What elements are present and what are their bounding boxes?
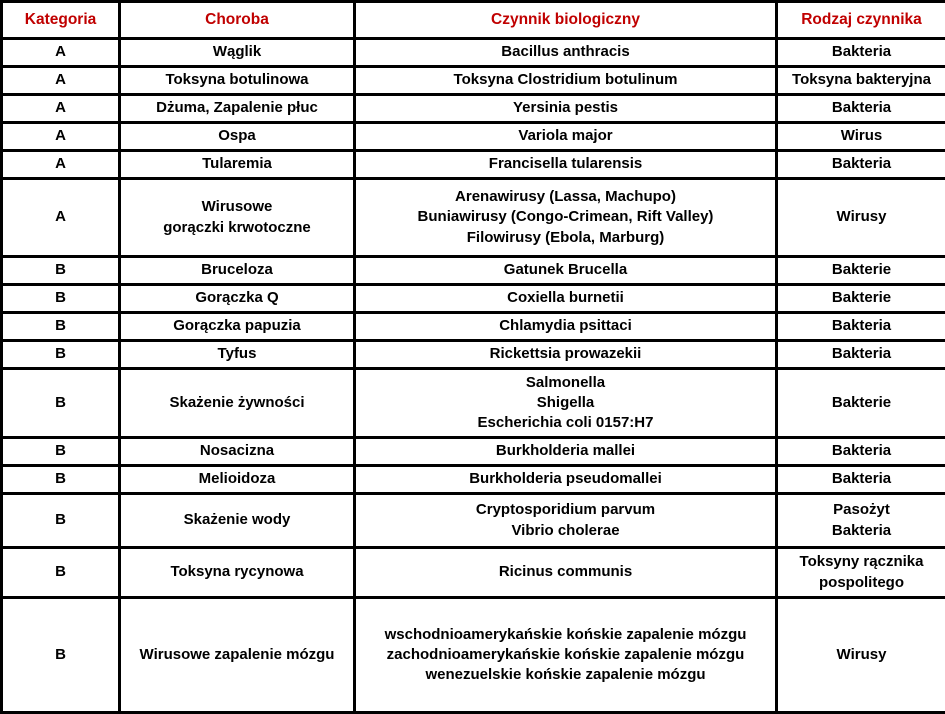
cell-kategoria: B: [2, 341, 120, 369]
cell-czynnik-biologiczny: Arenawirusy (Lassa, Machupo) Buniawirusy…: [355, 179, 777, 257]
cell-kategoria: B: [2, 257, 120, 285]
cell-czynnik-biologiczny: Salmonella Shigella Escherichia coli 015…: [355, 369, 777, 438]
table-row: B Gorączka Q Coxiella burnetii Bakterie: [2, 285, 945, 313]
cell-kategoria: A: [2, 123, 120, 151]
cell-kategoria: A: [2, 151, 120, 179]
cell-kategoria: B: [2, 313, 120, 341]
cell-choroba: Toksyna rycynowa: [120, 548, 355, 598]
cell-czynnik-biologiczny: wschodnioamerykańskie końskie zapalenie …: [355, 598, 777, 713]
cell-kategoria: B: [2, 438, 120, 466]
cell-rodzaj-czynnika: Bakteria: [777, 313, 945, 341]
cell-kategoria: B: [2, 466, 120, 494]
cell-choroba: Skażenie żywności: [120, 369, 355, 438]
cell-choroba: Nosacizna: [120, 438, 355, 466]
cell-kategoria: A: [2, 39, 120, 67]
cell-choroba: Wirusowe zapalenie mózgu: [120, 598, 355, 713]
cell-kategoria: B: [2, 548, 120, 598]
cell-czynnik-biologiczny: Chlamydia psittaci: [355, 313, 777, 341]
cell-kategoria: B: [2, 494, 120, 548]
cell-choroba: Bruceloza: [120, 257, 355, 285]
table-row: B Tyfus Rickettsia prowazekii Bakteria: [2, 341, 945, 369]
cell-choroba: Skażenie wody: [120, 494, 355, 548]
cell-czynnik-biologiczny: Toksyna Clostridium botulinum: [355, 67, 777, 95]
table-row: B Bruceloza Gatunek Brucella Bakterie: [2, 257, 945, 285]
table-row: B Nosacizna Burkholderia mallei Bakteria: [2, 438, 945, 466]
cell-rodzaj-czynnika: Bakterie: [777, 369, 945, 438]
cell-choroba: Ospa: [120, 123, 355, 151]
cell-kategoria: A: [2, 95, 120, 123]
table-row: A Toksyna botulinowa Toksyna Clostridium…: [2, 67, 945, 95]
table-row: B Skażenie żywności Salmonella Shigella …: [2, 369, 945, 438]
cell-rodzaj-czynnika: Bakteria: [777, 39, 945, 67]
table-row: B Melioidoza Burkholderia pseudomallei B…: [2, 466, 945, 494]
table-row: B Skażenie wody Cryptosporidium parvum V…: [2, 494, 945, 548]
cell-czynnik-biologiczny: Variola major: [355, 123, 777, 151]
cell-rodzaj-czynnika: Bakterie: [777, 285, 945, 313]
cell-czynnik-biologiczny: Cryptosporidium parvum Vibrio cholerae: [355, 494, 777, 548]
cell-rodzaj-czynnika: Wirus: [777, 123, 945, 151]
cell-choroba: Wąglik: [120, 39, 355, 67]
table-row: A Ospa Variola major Wirus: [2, 123, 945, 151]
cell-czynnik-biologiczny: Ricinus communis: [355, 548, 777, 598]
table-row: B Gorączka papuzia Chlamydia psittaci Ba…: [2, 313, 945, 341]
cell-czynnik-biologiczny: Burkholderia pseudomallei: [355, 466, 777, 494]
cell-choroba: Wirusowe gorączki krwotoczne: [120, 179, 355, 257]
cell-kategoria: B: [2, 285, 120, 313]
column-header-choroba: Choroba: [120, 2, 355, 39]
cell-czynnik-biologiczny: Burkholderia mallei: [355, 438, 777, 466]
cell-choroba: Tyfus: [120, 341, 355, 369]
cell-rodzaj-czynnika: Bakteria: [777, 341, 945, 369]
column-header-rodzaj-czynnika: Rodzaj czynnika: [777, 2, 945, 39]
cell-kategoria: A: [2, 179, 120, 257]
cell-rodzaj-czynnika: Bakteria: [777, 438, 945, 466]
cell-rodzaj-czynnika: Pasożyt Bakteria: [777, 494, 945, 548]
cell-czynnik-biologiczny: Gatunek Brucella: [355, 257, 777, 285]
cell-rodzaj-czynnika: Toksyna bakteryjna: [777, 67, 945, 95]
column-header-kategoria: Kategoria: [2, 2, 120, 39]
cell-rodzaj-czynnika: Wirusy: [777, 179, 945, 257]
column-header-czynnik-biologiczny: Czynnik biologiczny: [355, 2, 777, 39]
cell-rodzaj-czynnika: Wirusy: [777, 598, 945, 713]
cell-choroba: Dżuma, Zapalenie płuc: [120, 95, 355, 123]
cell-choroba: Tularemia: [120, 151, 355, 179]
cell-choroba: Gorączka Q: [120, 285, 355, 313]
header-row: Kategoria Choroba Czynnik biologiczny Ro…: [2, 2, 945, 39]
cell-rodzaj-czynnika: Bakteria: [777, 95, 945, 123]
cell-czynnik-biologiczny: Yersinia pestis: [355, 95, 777, 123]
cell-czynnik-biologiczny: Bacillus anthracis: [355, 39, 777, 67]
cell-rodzaj-czynnika: Bakteria: [777, 151, 945, 179]
table-row: A Wirusowe gorączki krwotoczne Arenawiru…: [2, 179, 945, 257]
cell-czynnik-biologiczny: Rickettsia prowazekii: [355, 341, 777, 369]
cell-czynnik-biologiczny: Coxiella burnetii: [355, 285, 777, 313]
table-row: B Wirusowe zapalenie mózgu wschodnioamer…: [2, 598, 945, 713]
cell-rodzaj-czynnika: Toksyny rącznika pospolitego: [777, 548, 945, 598]
cell-kategoria: B: [2, 369, 120, 438]
cell-choroba: Gorączka papuzia: [120, 313, 355, 341]
cell-kategoria: B: [2, 598, 120, 713]
table-row: A Dżuma, Zapalenie płuc Yersinia pestis …: [2, 95, 945, 123]
cell-choroba: Melioidoza: [120, 466, 355, 494]
cell-rodzaj-czynnika: Bakteria: [777, 466, 945, 494]
table-row: A Wąglik Bacillus anthracis Bakteria: [2, 39, 945, 67]
cell-choroba: Toksyna botulinowa: [120, 67, 355, 95]
table-row: B Toksyna rycynowa Ricinus communis Toks…: [2, 548, 945, 598]
cell-czynnik-biologiczny: Francisella tularensis: [355, 151, 777, 179]
cell-kategoria: A: [2, 67, 120, 95]
table-row: A Tularemia Francisella tularensis Bakte…: [2, 151, 945, 179]
cell-rodzaj-czynnika: Bakterie: [777, 257, 945, 285]
